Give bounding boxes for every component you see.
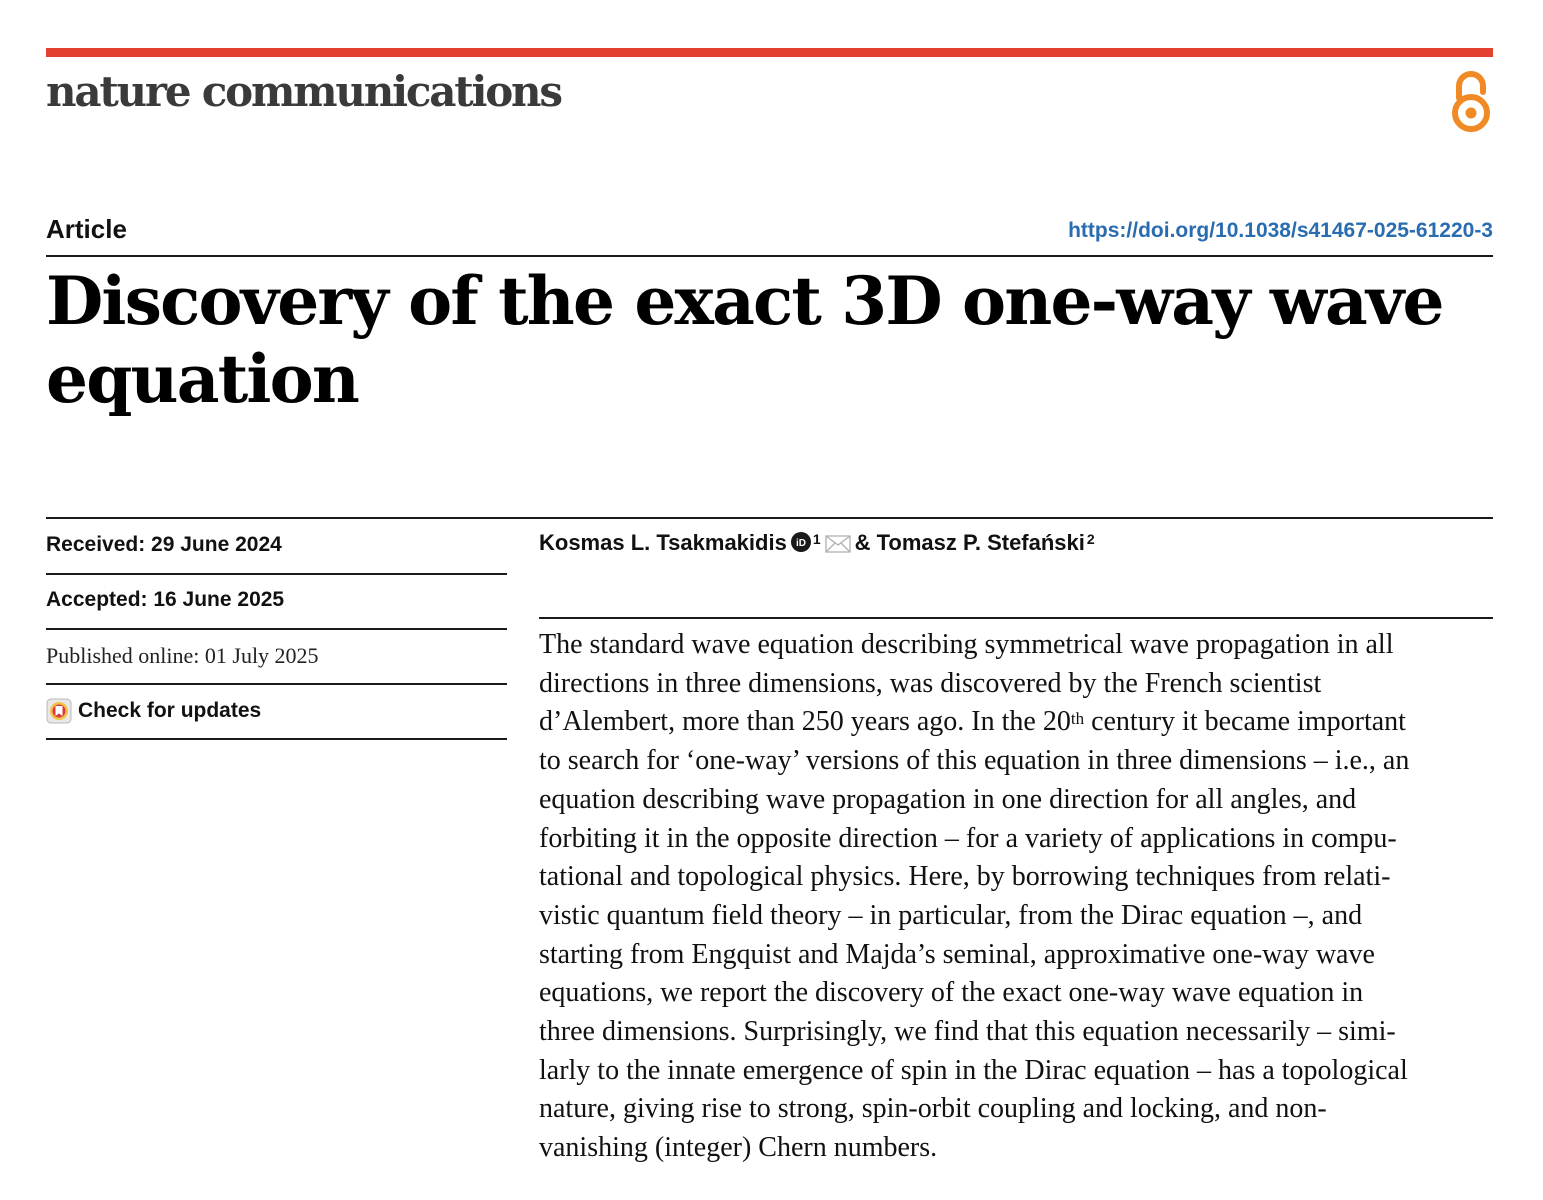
abstract-line: The standard wave equation describing sy…	[539, 629, 1394, 660]
meta-bottom-divider	[46, 738, 507, 740]
abstract-line: larly to the innate emergence of spin in…	[539, 1054, 1408, 1086]
journal-accent-bar	[46, 48, 1493, 57]
check-for-updates-label: Check for updates	[78, 699, 262, 722]
abstract: The standard wave equation describing sy…	[539, 626, 1493, 1168]
abstract-line: tational and topological physics. Here, …	[539, 861, 1391, 893]
abstract-line: three dimensions. Surprisingly, we find …	[539, 1016, 1396, 1048]
abstract-line: nature, giving rise to strong, spin-orbi…	[539, 1093, 1327, 1125]
abstract-line: starting from Engquist and Majda’s semin…	[539, 938, 1375, 970]
received-date: Received: 29 June 2024	[46, 533, 282, 556]
author-name[interactable]: Tomasz P. Stefański	[876, 530, 1085, 555]
mail-icon[interactable]	[824, 535, 851, 553]
abstract-line: to search for ‘one-way’ versions of this…	[539, 745, 1410, 777]
meta-top-divider	[46, 517, 1493, 519]
header-divider	[46, 255, 1493, 257]
published-date: Published online: 01 July 2025	[46, 643, 319, 668]
author-list: Kosmas L. Tsakmakidis iD 1 & Tomasz P. Stef…	[539, 528, 1095, 558]
abstract-line: equations, we report the discovery of th…	[539, 977, 1364, 1009]
abstract-line: vanishing (integer) Chern numbers.	[539, 1132, 938, 1164]
abstract-superscript: th	[1070, 709, 1085, 729]
article-title: Discovery of the exact 3D one-way wave e…	[46, 262, 1444, 418]
affiliation-marker: 2	[1086, 531, 1095, 547]
abstract-divider	[539, 617, 1493, 619]
journal-name: nature communications	[46, 67, 563, 116]
check-for-updates-icon	[46, 698, 72, 724]
accepted-date: Accepted: 16 June 2025	[46, 588, 285, 611]
meta-divider	[46, 573, 507, 575]
doi-link[interactable]: https://doi.org/10.1038/s41467-025-61220…	[1068, 219, 1493, 242]
abstract-line: vistic quantum field theory – in particu…	[539, 899, 1363, 931]
abstract-line: forbiting it in the opposite direction –…	[539, 822, 1397, 854]
svg-text:iD: iD	[796, 538, 806, 549]
author-joiner: &	[854, 530, 871, 555]
abstract-line: equation describing wave propagation in …	[539, 783, 1357, 815]
orcid-icon[interactable]: iD	[790, 532, 811, 552]
affiliation-marker: 1	[812, 531, 821, 547]
author-name[interactable]: Kosmas L. Tsakmakidis	[539, 530, 787, 555]
check-for-updates-button[interactable]: Check for updates	[46, 696, 261, 726]
abstract-line: directions in three dimensions, was disc…	[539, 667, 1322, 699]
abstract-line: d’Alembert, more than 250 years ago. In …	[539, 706, 1071, 738]
open-access-icon	[1452, 71, 1490, 132]
meta-divider	[46, 683, 507, 685]
abstract-line: century it became important	[1084, 706, 1406, 738]
meta-divider	[46, 628, 507, 630]
article-type: Article	[46, 214, 127, 244]
